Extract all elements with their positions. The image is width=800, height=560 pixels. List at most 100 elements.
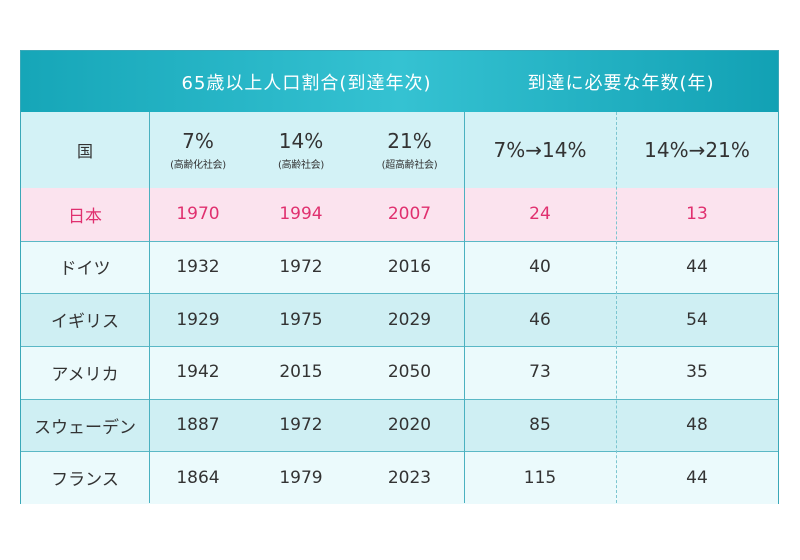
cell-d7-14: 73 (464, 346, 616, 399)
cell-value: 1979 (279, 467, 323, 488)
cell-value: 54 (686, 309, 708, 330)
cell-value: 44 (686, 256, 708, 277)
cell-d14-21: 13 (616, 188, 778, 241)
cell-value: 1972 (279, 256, 323, 277)
cell-y7: 1942 (149, 346, 247, 399)
cell-value: 24 (529, 204, 551, 225)
column-header-14pct: 14% (高齢社会) (247, 112, 355, 188)
cell-d7-14: 115 (464, 451, 616, 504)
column-header-21pct-value: 21% (387, 129, 432, 153)
column-header-country-text: 国 (76, 142, 93, 161)
cell-y7: 1932 (149, 241, 247, 294)
cell-y21: 2023 (355, 451, 464, 504)
row-divider (21, 451, 778, 453)
cell-value: 13 (686, 204, 708, 225)
cell-y7: 1970 (149, 188, 247, 241)
cell-country: アメリカ (21, 346, 149, 399)
cell-value: ドイツ (59, 259, 111, 280)
cell-value: 1994 (279, 204, 323, 225)
column-header-row: 国 7% (高齢化社会) 14% (高齢社会) 21% (超高齢社会) 7%→1… (21, 112, 778, 188)
cell-d7-14: 24 (464, 188, 616, 241)
cell-value: 1970 (176, 204, 220, 225)
divider-years-needed (616, 112, 617, 503)
cell-y21: 2007 (355, 188, 464, 241)
cell-y14: 1975 (247, 293, 355, 346)
column-header-7pct: 7% (高齢化社会) (149, 112, 247, 188)
cell-value: 2007 (387, 204, 432, 225)
row-divider (21, 398, 778, 400)
table-row: アメリカ 1942 2015 2050 73 35 (21, 346, 778, 399)
cell-value: 115 (523, 467, 557, 488)
cell-d14-21: 54 (616, 293, 778, 346)
cell-value: 2023 (387, 467, 432, 488)
cell-y14: 1972 (247, 241, 355, 294)
cell-value: 2015 (279, 362, 323, 383)
cell-y7: 1929 (149, 293, 247, 346)
column-header-21pct-note: (超高齢社会) (381, 160, 438, 171)
cell-y21: 2050 (355, 346, 464, 399)
cell-country: スウェーデン (21, 399, 149, 452)
cell-value: 1942 (176, 362, 220, 383)
cell-d7-14: 40 (464, 241, 616, 294)
cell-country: ドイツ (21, 241, 149, 294)
row-divider (21, 240, 778, 242)
cell-d14-21: 35 (616, 346, 778, 399)
cell-country: 日本 (21, 188, 149, 241)
cell-y14: 1972 (247, 399, 355, 452)
column-header-14pct-note: (高齢社会) (277, 160, 324, 171)
cell-y14: 1994 (247, 188, 355, 241)
column-header-7-to-14: 7%→14% (464, 112, 616, 188)
divider-country (149, 112, 150, 503)
row-divider (21, 346, 778, 347)
group-header-years-needed-text: 到達に必要な年数(年) (527, 72, 715, 94)
cell-value: 1864 (176, 467, 220, 488)
cell-value: 2016 (387, 256, 432, 277)
cell-value: アメリカ (51, 364, 119, 385)
cell-y7: 1864 (149, 451, 247, 504)
cell-y7: 1887 (149, 399, 247, 452)
cell-value: 48 (686, 415, 708, 435)
table-row: フランス 1864 1979 2023 115 44 (21, 451, 778, 504)
column-header-14-to-21: 14%→21% (616, 112, 778, 188)
cell-value: 1929 (176, 309, 220, 330)
group-header-years-needed: 到達に必要な年数(年) (464, 51, 778, 112)
table-row: ドイツ 1932 1972 2016 40 44 (21, 240, 778, 294)
cell-value: 1972 (279, 415, 323, 435)
cell-value: 2050 (387, 362, 432, 383)
column-header-14pct-value: 14% (278, 129, 324, 153)
cell-y14: 1979 (247, 451, 355, 504)
group-header-year-reached-text: 65歳以上人口割合(到達年次) (181, 72, 432, 94)
cell-y21: 2016 (355, 241, 464, 294)
table-row: スウェーデン 1887 1972 2020 85 48 (21, 398, 778, 452)
cell-y21: 2029 (355, 293, 464, 346)
cell-d7-14: 85 (464, 399, 616, 452)
cell-value: 2020 (387, 415, 432, 435)
cell-value: 73 (529, 362, 551, 383)
cell-value: 44 (686, 467, 708, 488)
cell-y21: 2020 (355, 399, 464, 452)
aging-table: 65歳以上人口割合(到達年次) 到達に必要な年数(年) 国 7% (高齢化社会)… (20, 50, 779, 504)
divider-groups (464, 112, 465, 503)
cell-d14-21: 48 (616, 399, 778, 452)
row-divider (21, 293, 778, 295)
cell-value: イギリス (51, 312, 119, 333)
cell-value: 1887 (176, 415, 220, 435)
column-header-14-to-21-text: 14%→21% (644, 138, 750, 162)
table-row: イギリス 1929 1975 2029 46 54 (21, 293, 778, 346)
group-header-year-reached: 65歳以上人口割合(到達年次) (149, 51, 464, 112)
cell-value: フランス (51, 470, 119, 491)
cell-value: 1932 (176, 256, 220, 277)
cell-value: スウェーデン (34, 417, 136, 438)
cell-value: 40 (529, 256, 551, 277)
cell-d14-21: 44 (616, 451, 778, 504)
cell-d7-14: 46 (464, 293, 616, 346)
cell-country: フランス (21, 451, 149, 504)
cell-value: 1975 (279, 309, 323, 330)
table-row: 日本 1970 1994 2007 24 13 (21, 188, 778, 241)
column-header-country: 国 (21, 112, 149, 188)
cell-value: 2029 (387, 309, 432, 330)
column-header-21pct: 21% (超高齢社会) (355, 112, 464, 188)
cell-d14-21: 44 (616, 241, 778, 294)
cell-value: 35 (686, 362, 708, 383)
group-header-band: 65歳以上人口割合(到達年次) 到達に必要な年数(年) (21, 51, 778, 112)
